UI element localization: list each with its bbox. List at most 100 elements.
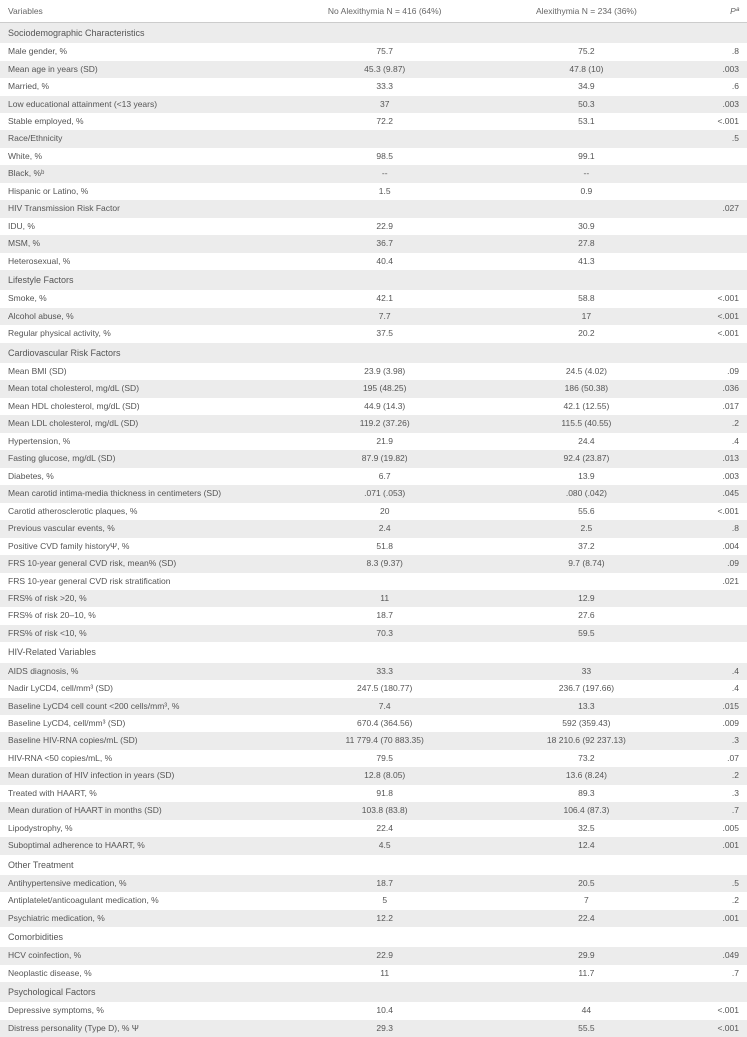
cell-alexithymia: 13.9 [486, 468, 688, 485]
cell-variable: AIDS diagnosis, % [0, 663, 284, 680]
cell-alexithymia: 13.6 (8.24) [486, 767, 688, 784]
cell-alexithymia: 27.6 [486, 607, 688, 624]
cell-no-alexithymia: 22.4 [284, 820, 486, 837]
cell-alexithymia: 18 210.6 (92 237.13) [486, 732, 688, 749]
cell-no-alexithymia: 75.7 [284, 43, 486, 60]
cell-no-alexithymia [284, 573, 486, 590]
section-row: Other Treatment [0, 855, 747, 875]
cell-variable: Positive CVD family historyΨ, % [0, 538, 284, 555]
cell-no-alexithymia [284, 642, 486, 662]
cell-p-value: .2 [687, 767, 747, 784]
cell-alexithymia [486, 573, 688, 590]
cell-variable: FRS 10-year general CVD risk stratificat… [0, 573, 284, 590]
cell-no-alexithymia: 5 [284, 892, 486, 909]
cell-p-value: .005 [687, 820, 747, 837]
cell-no-alexithymia: 40.4 [284, 253, 486, 270]
cell-variable: Hypertension, % [0, 433, 284, 450]
cell-no-alexithymia: 45.3 (9.87) [284, 61, 486, 78]
table-row: IDU, %22.930.9 [0, 218, 747, 235]
cell-no-alexithymia: 21.9 [284, 433, 486, 450]
cell-p-value: .015 [687, 698, 747, 715]
cell-alexithymia: 32.5 [486, 820, 688, 837]
cell-variable: Married, % [0, 78, 284, 95]
cell-alexithymia: 58.8 [486, 290, 688, 307]
cell-alexithymia: 42.1 (12.55) [486, 398, 688, 415]
cell-alexithymia [486, 642, 688, 662]
cell-alexithymia: 41.3 [486, 253, 688, 270]
cell-no-alexithymia: 1.5 [284, 183, 486, 200]
cell-variable: Hispanic or Latino, % [0, 183, 284, 200]
cell-variable: Suboptimal adherence to HAART, % [0, 837, 284, 854]
cell-p-value: .004 [687, 538, 747, 555]
table-row: Race/Ethnicity.5 [0, 130, 747, 147]
cell-alexithymia: 89.3 [486, 785, 688, 802]
cell-no-alexithymia [284, 270, 486, 290]
cell-variable: Carotid atherosclerotic plaques, % [0, 503, 284, 520]
cell-p-value: .009 [687, 715, 747, 732]
table-row: Treated with HAART, %91.889.3.3 [0, 785, 747, 802]
cell-variable: Heterosexual, % [0, 253, 284, 270]
cell-alexithymia: -- [486, 165, 688, 182]
table-body: Sociodemographic CharacteristicsMale gen… [0, 23, 747, 1037]
cell-p-value: .001 [687, 910, 747, 927]
cell-alexithymia: 2.5 [486, 520, 688, 537]
cell-variable: Low educational attainment (<13 years) [0, 96, 284, 113]
table-row: Nadir LyCD4, cell/mm³ (SD)247.5 (180.77)… [0, 680, 747, 697]
table-row: Mean carotid intima-media thickness in c… [0, 485, 747, 502]
table-row: FRS 10-year general CVD risk stratificat… [0, 573, 747, 590]
cell-p-value: .021 [687, 573, 747, 590]
cell-variable: HIV-RNA <50 copies/mL, % [0, 750, 284, 767]
cell-alexithymia: 13.3 [486, 698, 688, 715]
cell-variable: HIV-Related Variables [0, 642, 284, 662]
table-row: White, %98.599.1 [0, 148, 747, 165]
cell-no-alexithymia [284, 200, 486, 217]
cell-p-value: .8 [687, 520, 747, 537]
cell-p-value: .001 [687, 837, 747, 854]
cell-variable: HCV coinfection, % [0, 947, 284, 964]
cell-p-value: <.001 [687, 1020, 747, 1037]
cell-p-value [687, 165, 747, 182]
cell-no-alexithymia: 91.8 [284, 785, 486, 802]
cell-alexithymia: 53.1 [486, 113, 688, 130]
data-table: Variables No Alexithymia N = 416 (64%) A… [0, 0, 747, 1037]
cell-p-value: .3 [687, 732, 747, 749]
cell-alexithymia: 34.9 [486, 78, 688, 95]
table-row: Baseline LyCD4, cell/mm³ (SD)670.4 (364.… [0, 715, 747, 732]
cell-alexithymia: 0.9 [486, 183, 688, 200]
cell-variable: Previous vascular events, % [0, 520, 284, 537]
cell-variable: Mean LDL cholesterol, mg/dL (SD) [0, 415, 284, 432]
cell-alexithymia [486, 982, 688, 1002]
cell-p-value: <.001 [687, 503, 747, 520]
cell-no-alexithymia: -- [284, 165, 486, 182]
table-row: Hypertension, %21.924.4.4 [0, 433, 747, 450]
cell-alexithymia: 24.4 [486, 433, 688, 450]
cell-variable: Diabetes, % [0, 468, 284, 485]
cell-no-alexithymia: 7.4 [284, 698, 486, 715]
cell-alexithymia: 11.7 [486, 965, 688, 982]
table-row: Married, %33.334.9.6 [0, 78, 747, 95]
section-row: Cardiovascular Risk Factors [0, 343, 747, 363]
cell-variable: Psychological Factors [0, 982, 284, 1002]
cell-no-alexithymia [284, 855, 486, 875]
cell-variable: Distress personality (Type D), % Ψ [0, 1020, 284, 1037]
cell-variable: Stable employed, % [0, 113, 284, 130]
table-row: Antihypertensive medication, %18.720.5.5 [0, 875, 747, 892]
section-row: Comorbidities [0, 927, 747, 947]
cell-variable: Mean age in years (SD) [0, 61, 284, 78]
cell-variable: Mean HDL cholesterol, mg/dL (SD) [0, 398, 284, 415]
table-row: Previous vascular events, %2.42.5.8 [0, 520, 747, 537]
cell-variable: Nadir LyCD4, cell/mm³ (SD) [0, 680, 284, 697]
cell-no-alexithymia: 7.7 [284, 308, 486, 325]
cell-variable: Other Treatment [0, 855, 284, 875]
cell-variable: FRS% of risk >20, % [0, 590, 284, 607]
cell-alexithymia [486, 270, 688, 290]
table-row: Mean BMI (SD)23.9 (3.98)24.5 (4.02).09 [0, 363, 747, 380]
cell-alexithymia: 20.5 [486, 875, 688, 892]
cell-alexithymia: 33 [486, 663, 688, 680]
cell-alexithymia: 55.6 [486, 503, 688, 520]
cell-p-value [687, 218, 747, 235]
table-row: Lipodystrophy, %22.432.5.005 [0, 820, 747, 837]
cell-alexithymia: 99.1 [486, 148, 688, 165]
cell-variable: Depressive symptoms, % [0, 1002, 284, 1019]
cell-no-alexithymia: 247.5 (180.77) [284, 680, 486, 697]
